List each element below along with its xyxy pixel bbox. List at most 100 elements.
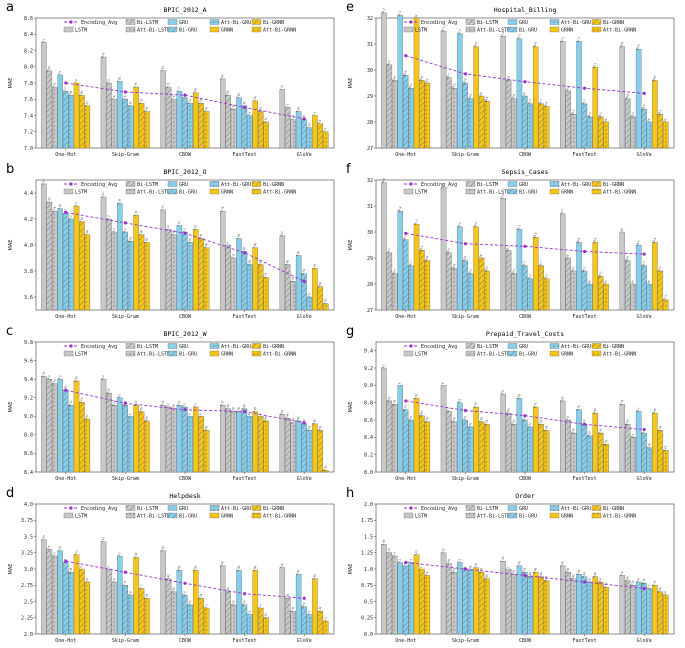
avg-point: [183, 231, 187, 235]
y-tick-label: 3.25: [21, 551, 33, 557]
bar-grnn: [413, 398, 420, 473]
bar-hatch: [290, 422, 296, 472]
bar-value-label: 1: [462, 565, 466, 568]
y-axis-label: MAE: [348, 78, 354, 89]
bar-value-label: 9.05: [235, 406, 241, 413]
bar-value-label: 28.4: [510, 268, 516, 275]
legend-hatch: [126, 351, 135, 356]
bar-hatch: [198, 598, 204, 634]
y-tick-label: 30: [367, 68, 373, 74]
bar-value-label: 3.18: [132, 552, 138, 559]
bar-value-label: 8.3: [41, 38, 46, 44]
bar-hatch: [419, 415, 425, 472]
legend-label: Bi-GRU: [179, 513, 197, 519]
bar-grnn: [192, 406, 199, 473]
bar-value-label: 4.2: [106, 214, 111, 220]
bar-value-label: 3.2: [116, 551, 121, 557]
bar-hatch: [522, 265, 528, 310]
y-tick-label: 29: [367, 94, 373, 100]
bar-hatch: [663, 450, 669, 472]
bar-hatch: [468, 426, 474, 472]
bar-value-label: 4.05: [235, 233, 241, 240]
y-axis-label: MAE: [8, 402, 14, 413]
bar-value-label: 9: [198, 413, 202, 416]
bar-value-label: 7.8: [106, 78, 111, 84]
bar-value-label: 1: [419, 565, 423, 568]
legend-hatch: [508, 27, 517, 32]
bar-hatch: [386, 400, 392, 472]
bar-value-label: 9.38: [73, 375, 79, 382]
bar-value-label: 30.8: [635, 44, 641, 51]
legend-swatch: [549, 26, 560, 33]
bar-grnn: [133, 557, 139, 635]
bar-gru: [117, 203, 123, 311]
bar-value-label: 28.5: [570, 265, 576, 272]
bar-value-label: 7.25: [306, 122, 312, 129]
x-tick-label: CBOW: [519, 152, 532, 158]
bar-value-label: 9: [128, 413, 132, 416]
bar-value-label: 30.7: [559, 208, 565, 215]
legend-label: Bi-GRNN: [263, 20, 284, 26]
bar-lstm: [100, 378, 107, 473]
bar-hatch: [290, 281, 296, 310]
panel-a: a BPIC_2012_A 7.0 7.2 7.4 7.6 7.8 8.0 8.2 8.4 8.6 M…: [6, 0, 335, 158]
bar-grnn: [652, 412, 658, 473]
bar-hatch: [241, 251, 248, 310]
y-tick-label: 9.2: [24, 396, 33, 402]
bar-value-label: 8.55: [624, 419, 630, 426]
bar-hatch: [241, 604, 248, 634]
bar-hatch: [505, 80, 512, 148]
avg-point: [302, 117, 306, 121]
bar-grnn: [473, 46, 479, 149]
bar-hatch: [424, 260, 430, 310]
avg-point: [642, 252, 646, 256]
bar-hatch: [598, 433, 604, 472]
bar-value-label: 8.45: [570, 427, 576, 434]
bar-value-label: 3.2: [51, 551, 56, 557]
bar-value-label: 9.08: [241, 403, 247, 410]
bar-hatch: [408, 562, 414, 634]
bar-value-label: 31.9: [380, 177, 386, 184]
bar-value-label: 2.6: [127, 590, 132, 596]
bar-hatch: [403, 565, 409, 634]
bar-value-label: 1.12: [499, 556, 505, 563]
bar-hatch: [641, 433, 647, 472]
x-tick-label: Skip-Gram: [112, 152, 139, 158]
bar-value-label: 30.9: [532, 41, 538, 48]
legend-avg-label: Encoding_Avg: [421, 20, 457, 26]
bar-value-label: 7.45: [295, 106, 301, 113]
bar-value-label: 30.1: [592, 62, 598, 69]
y-tick-label: 32: [367, 16, 373, 22]
bar-gru: [57, 74, 63, 149]
bar-hatch: [301, 119, 307, 148]
bar-value-label: 4.08: [170, 229, 176, 236]
bar-gru: [457, 33, 463, 149]
bar-hatch: [247, 416, 253, 472]
bar-value-label: 8.28: [646, 442, 652, 449]
legend-hatch: [592, 19, 601, 25]
bar-hatch: [451, 268, 457, 310]
bar-value-label: 4.33: [46, 197, 52, 204]
legend-label: Att-Bi-GRNN: [603, 27, 636, 33]
bar-lstm: [160, 404, 166, 473]
bar-hatch: [581, 424, 588, 472]
bar-gru: [397, 15, 403, 149]
bar-hatch: [46, 549, 52, 634]
bar-value-label: 8.4: [630, 433, 635, 439]
bar-grnn: [133, 404, 139, 473]
y-tick-label: 0.5: [364, 599, 373, 605]
bar-hatch: [581, 576, 588, 634]
bar-hatch: [258, 416, 264, 472]
panel-letter: d: [6, 486, 14, 501]
avg-point: [523, 244, 527, 248]
bar-hatch: [63, 390, 69, 472]
bar-value-label: 7.4: [312, 111, 317, 117]
bar-value-label: 31.5: [440, 25, 446, 32]
y-tick-label: 8.6: [24, 16, 33, 22]
bar-value-label: 28.4: [391, 268, 397, 275]
legend-label: GRU: [519, 506, 528, 512]
bar-hatch: [84, 105, 90, 148]
y-tick-label: 4.0: [24, 502, 33, 508]
y-tick-label: 8.6: [364, 418, 373, 424]
legend-swatch: [403, 512, 414, 519]
